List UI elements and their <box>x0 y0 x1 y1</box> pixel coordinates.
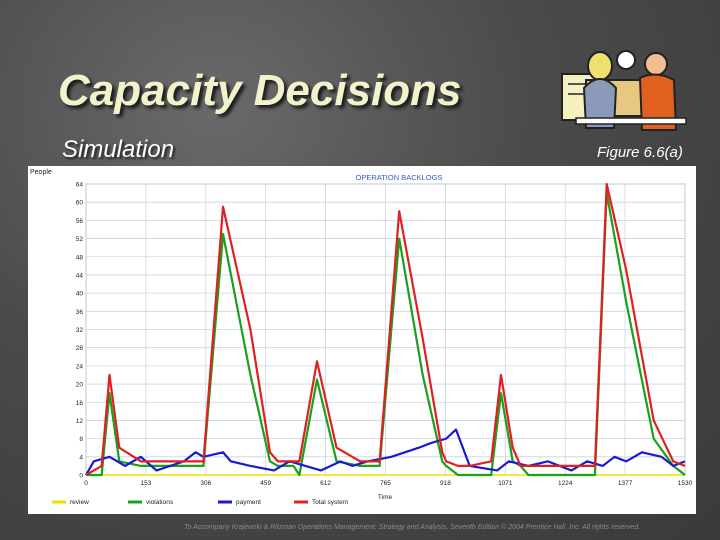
y-tick-label: 8 <box>79 436 83 443</box>
y-tick-label: 20 <box>76 382 84 389</box>
legend: review violations payment Total system <box>52 499 348 506</box>
series-line-total <box>85 182 686 476</box>
x-tick-label: 306 <box>200 480 211 487</box>
legend-label-violations: violations <box>146 499 174 506</box>
business-meeting-icon <box>561 50 687 131</box>
y-axis-label: People <box>30 169 52 176</box>
chart-title: OPERATION BACKLOGS <box>356 173 443 182</box>
y-tick-label: 32 <box>76 327 84 334</box>
legend-label-total: Total system <box>312 499 348 506</box>
y-tick-label: 28 <box>76 345 84 352</box>
y-tick-label: 40 <box>76 291 84 298</box>
y-tick-label: 16 <box>76 400 84 407</box>
x-tick-label: 1530 <box>678 480 693 487</box>
y-tick-label: 24 <box>76 363 84 370</box>
y-tick-label: 12 <box>76 418 84 425</box>
series-layer <box>85 182 686 477</box>
y-tick-label: 48 <box>76 254 84 261</box>
x-axis-label: Time <box>378 494 393 501</box>
y-tick-label: 64 <box>76 182 84 189</box>
slide-subtitle: Simulation <box>62 136 175 163</box>
x-tick-label: 1071 <box>498 480 513 487</box>
x-tick-label: 1377 <box>618 480 633 487</box>
y-tick-label: 60 <box>76 200 84 207</box>
y-tick-label: 36 <box>76 309 84 316</box>
legend-label-review: review <box>70 499 89 506</box>
slide-title: Capacity Decisions <box>58 66 462 115</box>
grid-layer <box>85 183 686 476</box>
y-tick-label: 56 <box>76 218 84 225</box>
x-tick-label: 1224 <box>558 480 573 487</box>
chart-panel: 0 4 8 12 16 20 24 28 32 36 40 44 48 52 56 60 64 0 153 306 45… <box>28 166 696 514</box>
footer-copyright: To Accompany Krajewski & Ritzman Operati… <box>184 524 641 531</box>
x-tick-label: 612 <box>320 480 331 487</box>
series-line-violations <box>86 191 686 477</box>
x-tick-label: 918 <box>440 480 451 487</box>
x-tick-label: 765 <box>380 480 391 487</box>
y-tick-label: 52 <box>76 236 84 243</box>
legend-label-payment: payment <box>236 499 261 506</box>
x-tick-label: 153 <box>140 480 151 487</box>
y-tick-label: 44 <box>76 272 84 279</box>
x-tick-label: 0 <box>84 480 88 487</box>
y-tick-label: 0 <box>79 473 83 480</box>
y-tick-label: 4 <box>79 454 83 461</box>
x-tick-label: 459 <box>260 480 271 487</box>
figure-reference: Figure 6.6(a) <box>597 144 683 161</box>
